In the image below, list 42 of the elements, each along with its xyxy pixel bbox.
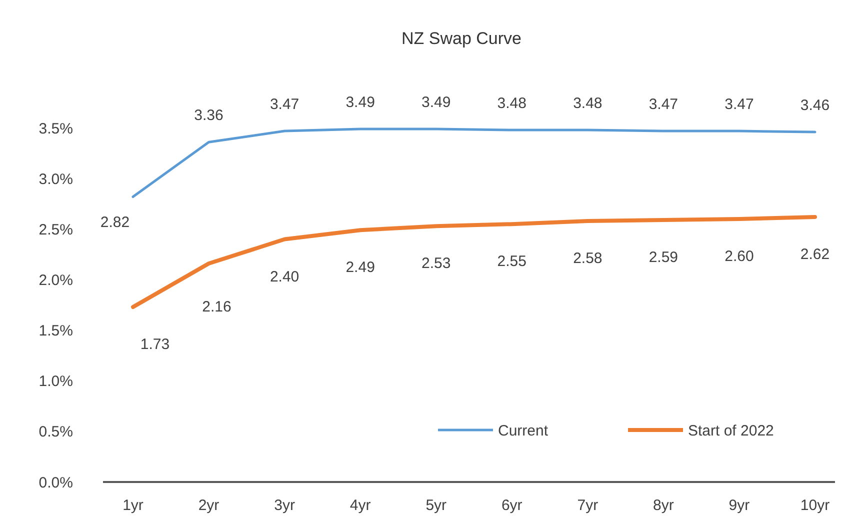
y-tick-label: 3.0%: [38, 170, 73, 188]
data-label: 2.60: [724, 248, 754, 266]
data-label: 2.55: [497, 253, 526, 270]
y-tick-label: 3.5%: [38, 120, 73, 138]
x-tick-label: 2yr: [198, 497, 220, 514]
data-label: 3.49: [422, 94, 451, 112]
data-label: 2.62: [800, 246, 830, 264]
data-label: 3.36: [194, 107, 224, 124]
legend-label: Start of 2022: [688, 422, 774, 440]
x-tick-label: 3yr: [274, 497, 295, 514]
data-label: 2.16: [202, 298, 232, 316]
line-series: [132, 128, 816, 198]
x-tick-label: 5yr: [426, 497, 447, 514]
x-tick-label: 9yr: [728, 497, 750, 514]
data-label: 2.82: [100, 214, 130, 231]
x-tick-label: 7yr: [577, 497, 598, 514]
chart-title: NZ Swap Curve: [402, 29, 522, 48]
data-label: 2.58: [573, 250, 602, 268]
y-tick-label: 2.0%: [38, 272, 73, 289]
data-label: 3.47: [724, 96, 754, 114]
y-tick-label: 0.5%: [38, 424, 73, 441]
x-tick-label: 1yr: [122, 497, 144, 514]
data-label: 3.47: [648, 96, 678, 114]
data-label: 3.48: [573, 95, 602, 112]
data-label: 3.48: [497, 95, 526, 112]
x-tick-label: 10yr: [800, 497, 830, 514]
data-label: 3.46: [800, 97, 830, 114]
y-tick-label: 0.0%: [38, 474, 73, 492]
x-tick-label: 4yr: [350, 497, 371, 514]
x-tick-label: 8yr: [653, 497, 674, 514]
data-label: 2.53: [422, 255, 451, 272]
data-label: 1.73: [140, 336, 170, 354]
data-label: 2.40: [270, 268, 300, 286]
y-tick-label: 1.5%: [38, 322, 73, 340]
data-label: 2.49: [346, 259, 375, 276]
y-tick-label: 2.5%: [38, 221, 73, 238]
data-label: 2.59: [648, 249, 678, 266]
data-label: 3.47: [270, 96, 300, 114]
x-tick-label: 6yr: [501, 497, 522, 514]
data-label: 3.49: [346, 94, 375, 112]
legend-label: Current: [498, 422, 549, 440]
y-tick-label: 1.0%: [38, 373, 73, 390]
